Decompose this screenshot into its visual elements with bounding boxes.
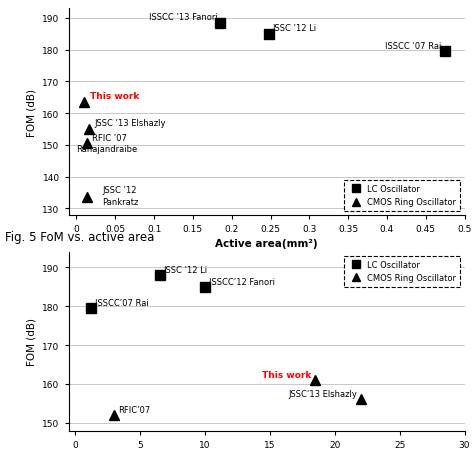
Text: RFIC ’07: RFIC ’07 [92, 133, 127, 143]
Text: JSSC ’12 Li: JSSC ’12 Li [164, 265, 208, 275]
Text: RFIC’07: RFIC’07 [118, 405, 150, 414]
Text: ISSCC ’07 Rai: ISSCC ’07 Rai [385, 42, 441, 50]
Text: ISSCC ’13 Fanori: ISSCC ’13 Fanori [149, 13, 218, 22]
Text: JSSC ’12 Li: JSSC ’12 Li [273, 24, 317, 33]
Text: JSSC ’12: JSSC ’12 [102, 186, 137, 195]
Text: ISSCC’12 Fanori: ISSCC’12 Fanori [209, 277, 275, 286]
Legend: LC Oscillator, CMOS Ring Oscillator: LC Oscillator, CMOS Ring Oscillator [344, 181, 460, 211]
Text: Rahajandraibe: Rahajandraibe [76, 144, 138, 153]
Legend: LC Oscillator, CMOS Ring Oscillator: LC Oscillator, CMOS Ring Oscillator [344, 257, 460, 287]
Text: Fig. 5 FoM vs. active area: Fig. 5 FoM vs. active area [5, 231, 154, 244]
Y-axis label: FOM (dB): FOM (dB) [27, 318, 37, 365]
X-axis label: Active area(mm²): Active area(mm²) [215, 239, 318, 249]
Text: This work: This work [90, 92, 139, 101]
Text: Pankratz: Pankratz [102, 198, 138, 207]
Text: JSSC’13 Elshazly: JSSC’13 Elshazly [288, 389, 357, 399]
Text: ISSCC’07 Rai: ISSCC’07 Rai [95, 298, 148, 307]
Text: JSSC ’13 Elshazly: JSSC ’13 Elshazly [94, 119, 166, 128]
Text: This work: This work [262, 370, 311, 379]
Y-axis label: FOM (dB): FOM (dB) [27, 88, 37, 136]
